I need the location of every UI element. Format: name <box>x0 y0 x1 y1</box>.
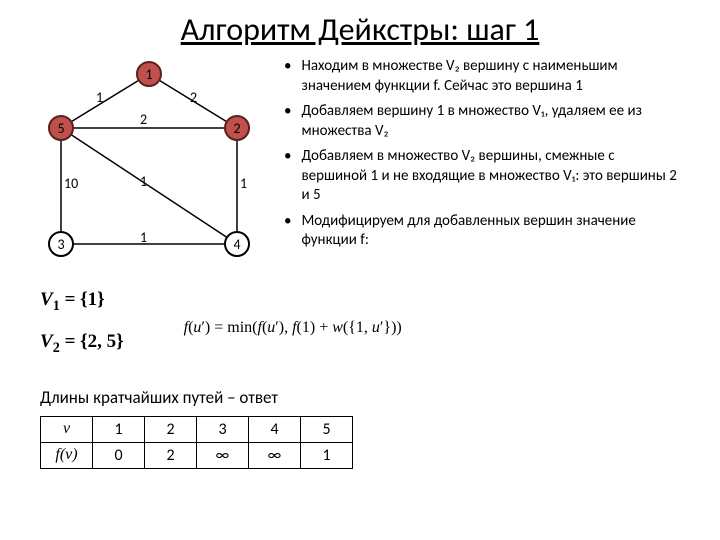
bullet-text: Модифицируем для добавленных вершин знач… <box>301 212 680 251</box>
table-cell: 1 <box>301 442 353 468</box>
table-cell: 4 <box>249 416 301 442</box>
edge-label: 1 <box>140 173 147 190</box>
update-formula: f(u′) = min(f(u′), f(1) + w({1, u′})) <box>184 289 402 373</box>
table-row: f(v) 0 2 ∞ ∞ 1 <box>41 442 353 468</box>
graph-node-1: 1 <box>136 61 162 87</box>
graph-diagram: 1 2 5 4 3 1 2 2 10 1 1 1 <box>40 57 260 277</box>
sets-definitions: V1 = {1} V2 = {2, 5} <box>40 289 124 373</box>
sets-formula-row: V1 = {1} V2 = {2, 5} f(u′) = min(f(u′), … <box>40 289 680 373</box>
main-content: 1 2 5 4 3 1 2 2 10 1 1 1 •Находим в множ… <box>40 57 680 277</box>
bullet-item: •Модифицируем для добавленных вершин зна… <box>280 212 680 251</box>
graph-column: 1 2 5 4 3 1 2 2 10 1 1 1 <box>40 57 260 277</box>
page-title: Алгоритм Дейкстры: шаг 1 <box>40 10 680 49</box>
graph-node-3: 3 <box>48 231 74 257</box>
distance-table-section: Длины кратчайших путей – ответ v 1 2 3 4… <box>40 387 680 469</box>
table-header-v: v <box>41 416 93 442</box>
graph-node-5: 5 <box>48 115 74 141</box>
bullet-item: •Добавляем вершину 1 в множество V₁, уда… <box>280 102 680 141</box>
edge-label: 1 <box>240 175 247 192</box>
bullet-item: •Добавляем в множество V₂ вершины, смежн… <box>280 147 680 206</box>
set-v2: V2 = {2, 5} <box>40 331 124 357</box>
table-cell: 0 <box>93 442 145 468</box>
bullet-text: Добавляем в множество V₂ вершины, смежны… <box>301 147 680 206</box>
bullet-text: Находим в множестве V₂ вершину с наимень… <box>301 57 680 96</box>
table-cell: ∞ <box>197 442 249 468</box>
edge-label: 1 <box>140 229 147 246</box>
distance-table: v 1 2 3 4 5 f(v) 0 2 ∞ ∞ 1 <box>40 416 353 469</box>
table-cell: 2 <box>145 416 197 442</box>
table-row: v 1 2 3 4 5 <box>41 416 353 442</box>
table-cell: 5 <box>301 416 353 442</box>
table-header-f: f(v) <box>41 442 93 468</box>
table-cell: 2 <box>145 442 197 468</box>
edge-label: 1 <box>96 89 103 106</box>
table-cell: 3 <box>197 416 249 442</box>
bullet-item: •Находим в множестве V₂ вершину с наимен… <box>280 57 680 96</box>
edge-label: 10 <box>64 175 78 192</box>
graph-node-2: 2 <box>224 115 250 141</box>
set-v1: V1 = {1} <box>40 289 124 315</box>
bullet-list: •Находим в множестве V₂ вершину с наимен… <box>280 57 680 251</box>
table-cell: ∞ <box>249 442 301 468</box>
edge-label: 2 <box>190 89 197 106</box>
edge-label: 2 <box>140 111 147 128</box>
explanation-column: •Находим в множестве V₂ вершину с наимен… <box>280 57 680 277</box>
table-caption: Длины кратчайших путей – ответ <box>40 387 680 408</box>
bullet-text: Добавляем вершину 1 в множество V₁, удал… <box>301 102 680 141</box>
graph-node-4: 4 <box>224 231 250 257</box>
table-cell: 1 <box>93 416 145 442</box>
